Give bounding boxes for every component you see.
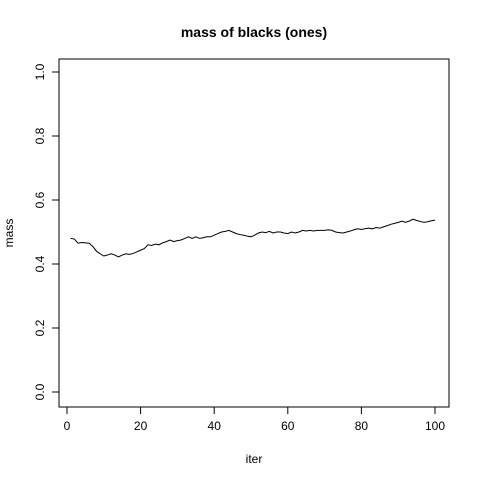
y-tick-label: 1.0 xyxy=(33,63,47,80)
chart-title: mass of blacks (ones) xyxy=(181,24,327,40)
y-tick-label: 0.4 xyxy=(33,255,47,272)
y-tick-label: 0.2 xyxy=(33,319,47,336)
x-tick-label: 100 xyxy=(425,419,445,433)
y-axis-label: mass xyxy=(2,219,16,248)
x-tick-label: 40 xyxy=(208,419,222,433)
x-axis: 0 20 40 60 80 100 xyxy=(64,406,445,433)
y-tick-label: 0.8 xyxy=(33,127,47,144)
x-axis-label: iter xyxy=(246,452,263,466)
x-tick-label: 0 xyxy=(64,419,71,433)
y-tick-label: 0.6 xyxy=(33,191,47,208)
x-tick-label: 80 xyxy=(355,419,369,433)
series-line xyxy=(70,218,436,258)
y-axis: 0.0 0.2 0.4 0.6 0.8 1.0 xyxy=(33,63,60,400)
x-tick-label: 60 xyxy=(281,419,295,433)
y-tick-label: 0.0 xyxy=(33,383,47,400)
plot-frame xyxy=(58,58,450,408)
x-tick-label: 20 xyxy=(134,419,148,433)
